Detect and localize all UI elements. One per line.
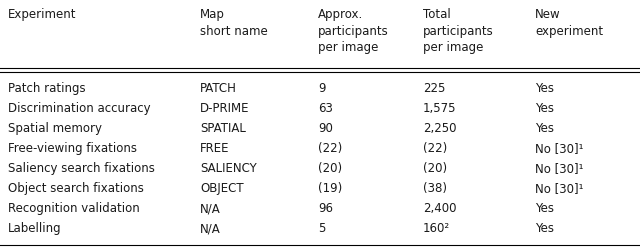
Text: New
experiment: New experiment bbox=[535, 8, 603, 38]
Text: Object search fixations: Object search fixations bbox=[8, 182, 144, 195]
Text: 63: 63 bbox=[318, 102, 333, 115]
Text: Experiment: Experiment bbox=[8, 8, 77, 21]
Text: Yes: Yes bbox=[535, 82, 554, 95]
Text: Discrimination accuracy: Discrimination accuracy bbox=[8, 102, 150, 115]
Text: (19): (19) bbox=[318, 182, 342, 195]
Text: 96: 96 bbox=[318, 202, 333, 215]
Text: Labelling: Labelling bbox=[8, 222, 61, 235]
Text: Yes: Yes bbox=[535, 102, 554, 115]
Text: FREE: FREE bbox=[200, 142, 230, 155]
Text: Spatial memory: Spatial memory bbox=[8, 122, 102, 135]
Text: N/A: N/A bbox=[200, 222, 221, 235]
Text: Map
short name: Map short name bbox=[200, 8, 268, 38]
Text: 9: 9 bbox=[318, 82, 326, 95]
Text: 2,250: 2,250 bbox=[423, 122, 456, 135]
Text: (22): (22) bbox=[318, 142, 342, 155]
Text: 1,575: 1,575 bbox=[423, 102, 456, 115]
Text: (20): (20) bbox=[318, 162, 342, 175]
Text: (22): (22) bbox=[423, 142, 447, 155]
Text: No [30]¹: No [30]¹ bbox=[535, 162, 584, 175]
Text: Yes: Yes bbox=[535, 222, 554, 235]
Text: No [30]¹: No [30]¹ bbox=[535, 142, 584, 155]
Text: Yes: Yes bbox=[535, 202, 554, 215]
Text: Recognition validation: Recognition validation bbox=[8, 202, 140, 215]
Text: 5: 5 bbox=[318, 222, 325, 235]
Text: D-PRIME: D-PRIME bbox=[200, 102, 250, 115]
Text: 90: 90 bbox=[318, 122, 333, 135]
Text: No [30]¹: No [30]¹ bbox=[535, 182, 584, 195]
Text: OBJECT: OBJECT bbox=[200, 182, 244, 195]
Text: Approx.
participants
per image: Approx. participants per image bbox=[318, 8, 388, 54]
Text: SPATIAL: SPATIAL bbox=[200, 122, 246, 135]
Text: Total
participants
per image: Total participants per image bbox=[423, 8, 493, 54]
Text: Saliency search fixations: Saliency search fixations bbox=[8, 162, 155, 175]
Text: Free-viewing fixations: Free-viewing fixations bbox=[8, 142, 137, 155]
Text: 225: 225 bbox=[423, 82, 445, 95]
Text: 2,400: 2,400 bbox=[423, 202, 456, 215]
Text: SALIENCY: SALIENCY bbox=[200, 162, 257, 175]
Text: Yes: Yes bbox=[535, 122, 554, 135]
Text: 160²: 160² bbox=[423, 222, 450, 235]
Text: N/A: N/A bbox=[200, 202, 221, 215]
Text: (38): (38) bbox=[423, 182, 447, 195]
Text: Patch ratings: Patch ratings bbox=[8, 82, 86, 95]
Text: PATCH: PATCH bbox=[200, 82, 237, 95]
Text: (20): (20) bbox=[423, 162, 447, 175]
